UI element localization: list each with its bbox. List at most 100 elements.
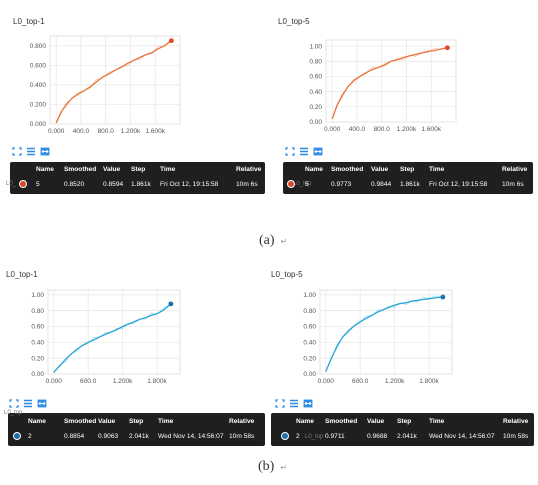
plot-frame [47,289,181,375]
x-tick-label: 800.0 [98,128,115,135]
last-point-marker [168,301,174,307]
y-tick-label: 0.00 [31,371,44,378]
tooltip-header-step: Step [400,166,415,173]
tooltip-header-smoothed: Smoothed [331,166,364,173]
expand-icon[interactable] [285,147,295,156]
y-tick-label: 0.000 [30,121,47,128]
tooltip-smoothed: 0.9711 [325,433,345,440]
tooltip-header-value: Value [98,418,116,425]
tooltip-name: 2 [28,433,32,440]
run-label: L0_ [6,181,17,187]
y-tick-label: 0.60 [303,324,316,331]
chart-title: L0_top-5 [271,270,303,279]
line-chart-top1-a: 0.000 0.200 0.400 0.600 0.800 0.000 400.0 800.0… [30,35,181,135]
series-line [55,40,172,124]
tooltip-header-relative: Relative [502,166,528,173]
tooltip-value: 0.9063 [98,433,119,440]
tooltip-smoothed: 0.8520 [64,181,85,188]
y-tick-label: 1.00 [303,292,316,299]
y-tick-label: 0.400 [30,82,47,89]
x-tick-label: 0.000 [318,378,335,385]
y-tick-label: 0.20 [303,355,316,362]
x-tick-label: 1.600k [421,126,441,133]
y-tick-label: 0.60 [309,74,322,81]
caption-a: (a) ↵ [259,233,287,249]
tooltip-smoothed: 0.9773 [331,181,352,188]
tooltip: Name Smoothed Value Step Time Relative L… [271,413,534,446]
tooltip-relative: 10m 58s [229,433,255,440]
tooltip-header-time: Time [160,166,176,173]
expand-icon[interactable] [9,399,19,408]
chart-toolbar [275,399,313,408]
x-tick-label: 1.800k [147,378,167,385]
x-tick-label: 0.000 [46,378,63,385]
x-tick-label: 1.200k [113,378,133,385]
tooltip-name: 5 [36,181,40,188]
expand-icon[interactable] [275,399,285,408]
tooltip-step: 2.041k [397,433,417,440]
y-tick-label: 1.00 [309,43,322,50]
expand-icon[interactable] [12,147,22,156]
series-line-raw [325,295,443,372]
tooltip-header-relative: Relative [236,166,262,173]
line-chart-top1-b: 0.00 0.20 0.40 0.60 0.80 1.00 0.000 600.0 1.200k… [31,289,181,385]
tooltip-step: 1.861k [400,181,420,188]
tooltip-header-value: Value [103,166,121,173]
chart-toolbar [12,147,50,156]
series-color-dot [13,432,21,440]
tooltip-header-name: Name [36,166,54,173]
list-icon[interactable] [23,399,33,408]
y-tick-label: 0.20 [309,104,322,111]
tooltip-header-name: Name [305,166,323,173]
y-tick-label: 1.00 [31,292,44,299]
fit-domain-icon[interactable] [37,399,47,408]
tooltip-smoothed: 0.8854 [64,433,85,440]
tooltip-name: 2 [296,433,300,440]
tooltip: Name Smoothed Value Step Time Relative L… [6,162,265,194]
chart-toolbar [9,399,47,408]
last-point-marker [168,38,174,44]
tooltip-header-step: Step [131,166,146,173]
run-label: L0_top [305,434,324,440]
list-icon[interactable] [26,147,36,156]
line-chart-top5-b: 0.00 0.20 0.40 0.60 0.80 1.00 0.000 600.0 1.200k… [303,289,453,385]
return-mark: ↵ [280,463,288,472]
tooltip-step: 2.041k [129,433,149,440]
x-tick-label: 400.0 [349,126,366,133]
x-tick-label: 1.200k [121,128,141,135]
tooltip-time: Fri Oct 12, 19:15:58 [429,181,488,188]
plot-frame [325,39,457,123]
x-tick-label: 1.200k [397,126,417,133]
tooltip-step: 1.861k [131,181,151,188]
y-tick-label: 0.00 [309,119,322,126]
fit-domain-icon[interactable] [313,147,323,156]
caption-b-label: (b) [258,459,275,474]
last-point-marker [444,45,450,51]
tooltip-value: 0.9688 [367,433,388,440]
fit-domain-icon[interactable] [40,147,50,156]
caption-b: (b) ↵ [258,459,287,475]
series-line [325,296,443,372]
series-line [331,47,448,120]
list-icon[interactable] [289,399,299,408]
tooltip-header-smoothed: Smoothed [64,418,97,425]
run-label: L0_top [4,410,23,416]
tooltip-header-smoothed: Smoothed [64,166,97,173]
list-icon[interactable] [299,147,309,156]
x-tick-label: 0.000 [324,126,341,133]
y-tick-label: 0.40 [303,340,316,347]
tooltip-relative: 10m 58s [503,433,529,440]
tooltip-header-relative: Relative [229,418,255,425]
fit-domain-icon[interactable] [303,399,313,408]
chart-title: L0_top-5 [278,17,310,26]
tooltip-name: 5 [305,181,309,188]
y-tick-label: 0.60 [31,324,44,331]
tooltip-header-relative: Relative [503,418,529,425]
tooltip-header-value: Value [367,418,385,425]
tooltip-time: Fri Oct 12, 19:15:58 [160,181,219,188]
tooltip-header-step: Step [129,418,144,425]
tooltip-header-time: Time [429,418,445,425]
x-tick-label: 1.200k [385,378,405,385]
x-tick-label: 1.600k [145,128,165,135]
series-color-dot [281,432,289,440]
